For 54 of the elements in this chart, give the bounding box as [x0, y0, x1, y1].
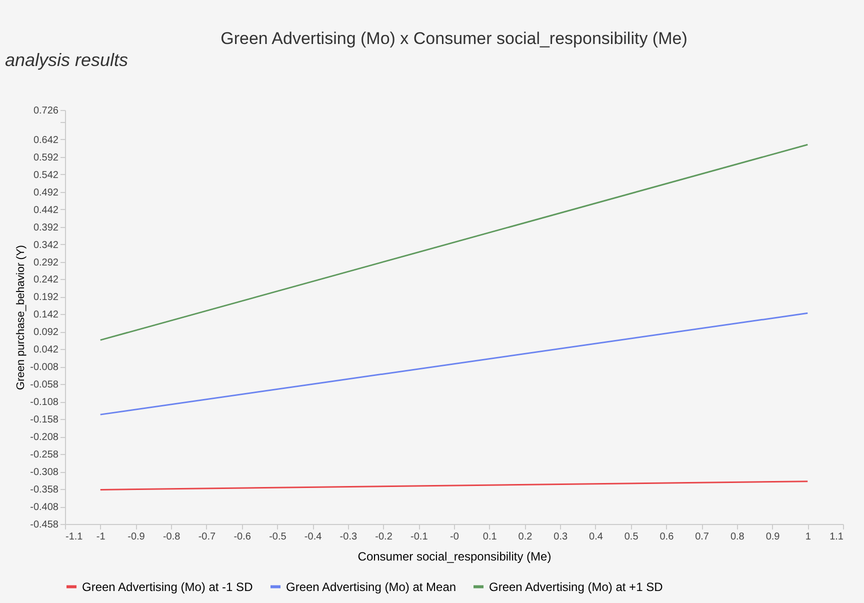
y-tick-label: 0.092	[33, 327, 59, 338]
x-tick-label: -0.2	[375, 532, 393, 542]
x-tick-label: -1	[96, 532, 106, 542]
x-tick-label: 0.6	[660, 532, 674, 542]
y-tick-label: 0.542	[33, 170, 59, 181]
y-tick-label: 0.442	[33, 204, 59, 216]
y-tick-label: 0.592	[33, 152, 59, 164]
y-tick-label: 0.726	[33, 106, 59, 116]
x-tick-label: 1	[805, 532, 812, 542]
x-tick-label: -0.3	[340, 532, 358, 542]
y-tick-label: -0.008	[30, 362, 59, 374]
x-tick-label: 0.1	[482, 532, 498, 542]
y-axis-title: Green purchase_behavior (Y)	[15, 245, 28, 390]
x-tick-label: 0.5	[624, 532, 639, 542]
y-tick-label: 0.242	[33, 274, 59, 286]
y-tick-label: -0.108	[30, 397, 59, 408]
x-tick-label: -0.1	[410, 532, 428, 542]
legend-label: Green Advertising (Mo) at Mean	[286, 580, 456, 594]
x-tick-label: -0.7	[198, 532, 216, 542]
x-tick-label: -0.6	[234, 532, 252, 542]
x-tick-label: -0.8	[162, 532, 181, 542]
x-tick-label: -0.4	[304, 532, 322, 542]
y-tick-label: 0.142	[33, 310, 59, 321]
y-tick-label: -0.158	[30, 414, 59, 426]
x-tick-label: -1.1	[66, 532, 84, 542]
x-tick-label: 0.8	[730, 532, 745, 542]
text: analysis results	[5, 50, 128, 70]
y-tick-label: -0.408	[30, 502, 59, 514]
x-tick-label: -0.5	[269, 532, 287, 542]
y-tick-label: 0.342	[33, 240, 59, 251]
y-tick-label: -0.358	[30, 484, 59, 496]
y-tick-label: 0.392	[33, 222, 59, 234]
chart-title: Green Advertising (Mo) x Consumer social_responsibility (Me)	[220, 29, 688, 48]
x-tick-label: 1.1	[830, 532, 844, 542]
y-tick-label: 0.192	[33, 292, 59, 304]
x-tick-label: -0	[450, 532, 460, 542]
y-tick-label: 0.492	[33, 187, 59, 198]
legend-label: Green Advertising (Mo) at +1 SD	[489, 580, 664, 594]
y-tick-label: -0.058	[30, 380, 59, 391]
x-tick-label: 0.2	[518, 532, 533, 542]
y-tick-label: 0.292	[33, 257, 59, 268]
y-tick-label: 0.642	[33, 134, 59, 146]
x-tick-label: 0.4	[589, 532, 604, 542]
x-axis-title: Consumer social_responsibility (Me)	[358, 550, 552, 564]
x-tick-label: 0.3	[554, 532, 568, 542]
x-tick-label: 0.7	[695, 532, 710, 542]
legend-label: Green Advertising (Mo) at -1 SD	[82, 580, 254, 594]
y-tick-label: -0.308	[30, 467, 59, 478]
y-tick-label: -0.258	[30, 450, 59, 461]
y-tick-label: -0.208	[30, 432, 59, 444]
x-tick-label: -0.9	[128, 532, 146, 542]
y-tick-label: 0.042	[33, 344, 59, 356]
y-tick-label: -0.458	[30, 520, 59, 530]
x-tick-label: 0.9	[766, 532, 780, 542]
